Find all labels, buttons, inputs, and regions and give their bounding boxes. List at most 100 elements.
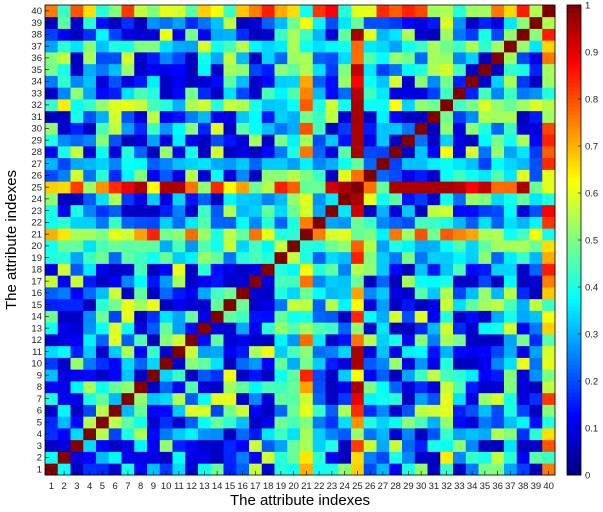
colorbar-strip [567,32,581,37]
heatmap-cell-5-24 [96,193,110,206]
heatmap-cell-8-20 [134,240,148,253]
heatmap-cell-27-33 [376,87,390,100]
heatmap-cell-6-37 [108,40,122,53]
heatmap-cell-16-39 [236,16,250,29]
y-tick-label-31: 31 [31,112,42,123]
heatmap-cell-21-31 [300,110,314,123]
heatmap-cell-22-35 [312,63,326,76]
heatmap-cell-22-29 [312,134,326,147]
heatmap-cell-17-7 [249,392,263,405]
heatmap-cell-11-37 [172,40,186,53]
heatmap-cell-16-34 [236,75,250,88]
heatmap-cell-12-19 [185,251,199,264]
heatmap-cell-32-25 [440,181,454,194]
heatmap-cell-15-10 [223,357,237,370]
heatmap-cell-1-30 [45,122,59,135]
heatmap-cell-14-3 [210,439,224,452]
heatmap-cell-14-11 [210,345,224,358]
heatmap-cell-13-12 [198,334,212,347]
colorbar-tick-label: 0.9 [585,47,598,58]
heatmap-cell-20-13 [287,322,301,335]
heatmap-cell-17-31 [249,110,263,123]
heatmap-cell-34-4 [465,428,479,441]
heatmap-cell-36-25 [491,181,505,194]
heatmap-cell-6-31 [108,110,122,123]
heatmap-cell-32-23 [440,204,454,217]
heatmap-cell-28-29 [389,134,403,147]
heatmap-cell-18-6 [261,404,275,417]
colorbar-strip [567,40,581,45]
heatmap-cell-22-1 [312,463,326,476]
heatmap-cell-34-25 [465,181,479,194]
x-tick-label-19: 19 [276,481,287,492]
heatmap-cell-22-15 [312,298,326,311]
heatmap-cell-24-4 [338,428,352,441]
heatmap-cell-34-2 [465,451,479,464]
heatmap-cell-27-12 [376,334,390,347]
heatmap-cell-9-14 [147,310,161,323]
heatmap-cell-33-19 [453,251,467,264]
heatmap-cell-2-25 [57,181,71,194]
x-tick-label-32: 32 [441,481,452,492]
colorbar-tick-label: 0.4 [585,282,598,293]
heatmap-cell-2-35 [57,63,71,76]
heatmap-cell-3-5 [70,416,84,429]
colorbar-strip [567,110,581,116]
heatmap-cell-35-4 [478,428,492,441]
heatmap-cell-16-17 [236,275,250,288]
heatmap-cell-32-24 [440,193,454,206]
colorbar-ticks: 00.10.20.30.40.50.60.70.80.91 [578,0,598,481]
heatmap-cell-9-15 [147,298,161,311]
heatmap-cell-3-17 [70,275,84,288]
heatmap-cell-40-35 [542,63,556,76]
heatmap-cell-13-29 [198,134,212,147]
heatmap-cell-28-27 [389,157,403,170]
heatmap-cell-30-5 [414,416,428,429]
heatmap-cell-27-23 [376,204,390,217]
heatmap-cell-15-29 [223,134,237,147]
colorbar-strip [567,330,581,335]
heatmap-cell-34-31 [465,110,479,123]
heatmap-cell-10-31 [159,110,173,123]
heatmap-cell-20-28 [287,146,301,159]
x-tick-label-29: 29 [403,481,414,492]
heatmap-cell-36-14 [491,310,505,323]
heatmap-cell-22-2 [312,451,326,464]
heatmap-cell-5-4 [96,428,110,441]
heatmap-cell-10-5 [159,416,173,429]
heatmap-cell-40-30 [542,122,556,135]
heatmap-cell-3-28 [70,146,84,159]
heatmap-cell-16-9 [236,369,250,382]
heatmap-cell-18-23 [261,204,275,217]
heatmap-cell-19-5 [274,416,288,429]
heatmap-cell-5-9 [96,369,110,382]
heatmap-cell-3-13 [70,322,84,335]
heatmap-cell-40-25 [542,181,556,194]
heatmap-cell-8-16 [134,287,148,300]
colorbar-strip [567,283,581,288]
heatmap-cell-9-24 [147,193,161,206]
heatmap-cell-18-24 [261,193,275,206]
heatmap-cell-3-18 [70,263,84,276]
heatmap-cell-8-32 [134,99,148,112]
y-tick-label-18: 18 [31,265,42,276]
heatmap-cell-9-17 [147,275,161,288]
heatmap-cell-23-40 [325,5,339,18]
heatmap-cell-19-32 [274,99,288,112]
heatmap-cell-6-17 [108,275,122,288]
heatmap-cell-36-22 [491,216,505,229]
heatmap-cell-14-29 [210,134,224,147]
heatmap-cell-20-29 [287,134,301,147]
heatmap-cell-12-33 [185,87,199,100]
heatmap-cell-8-25 [134,181,148,194]
heatmap-cell-34-37 [465,40,479,53]
colorbar-tick-label: 0.5 [585,235,598,246]
heatmap-cell-37-5 [504,416,518,429]
heatmap-cell-11-30 [172,122,186,135]
heatmap-cell-3-32 [70,99,84,112]
heatmap-cell-39-19 [529,251,543,264]
heatmap-cell-11-18 [172,263,186,276]
heatmap-cell-26-24 [363,193,377,206]
heatmap-cell-7-19 [121,251,135,264]
heatmap-cell-25-21 [351,228,365,241]
